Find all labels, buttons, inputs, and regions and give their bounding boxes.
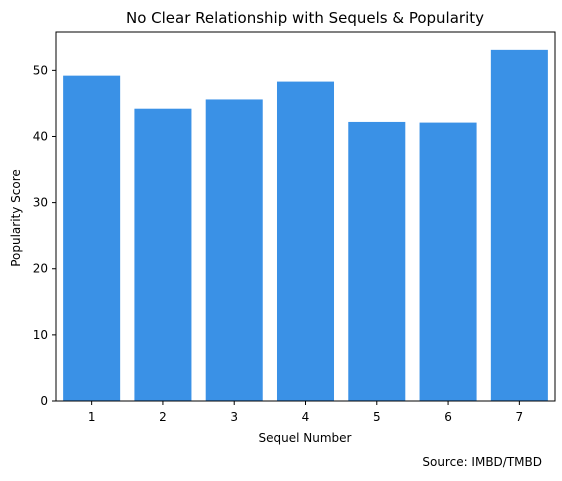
x-axis-label: Sequel Number	[259, 431, 352, 445]
source-note: Source: IMBD/TMBD	[422, 455, 542, 469]
bar-6	[419, 122, 477, 401]
x-tick-label-5: 5	[373, 410, 381, 424]
bar-7	[490, 49, 548, 402]
y-tick-label-30: 30	[33, 196, 48, 210]
x-tick-label-3: 3	[230, 410, 238, 424]
y-tick-label-40: 40	[33, 129, 48, 143]
y-tick-label-50: 50	[33, 63, 48, 77]
bars-layer	[63, 49, 548, 402]
y-tick-label-0: 0	[40, 394, 48, 408]
bar-1	[63, 75, 121, 401]
axes-layer: 1 2 3 4 5 6 7 0 10 20 30 40 50	[33, 31, 556, 424]
y-tick-label-20: 20	[33, 262, 48, 276]
x-tick-label-7: 7	[516, 410, 524, 424]
x-tick-label-4: 4	[302, 410, 310, 424]
bar-5	[348, 121, 406, 401]
y-tick-label-10: 10	[33, 328, 48, 342]
x-tick-label-6: 6	[444, 410, 452, 424]
chart-title: No Clear Relationship with Sequels & Pop…	[126, 9, 484, 27]
bar-2	[134, 108, 192, 401]
y-axis-label: Popularity Score	[9, 169, 23, 267]
bar-3	[205, 99, 263, 402]
x-tick-label-2: 2	[159, 410, 167, 424]
bar-4	[276, 81, 335, 401]
x-tick-label-1: 1	[88, 410, 96, 424]
